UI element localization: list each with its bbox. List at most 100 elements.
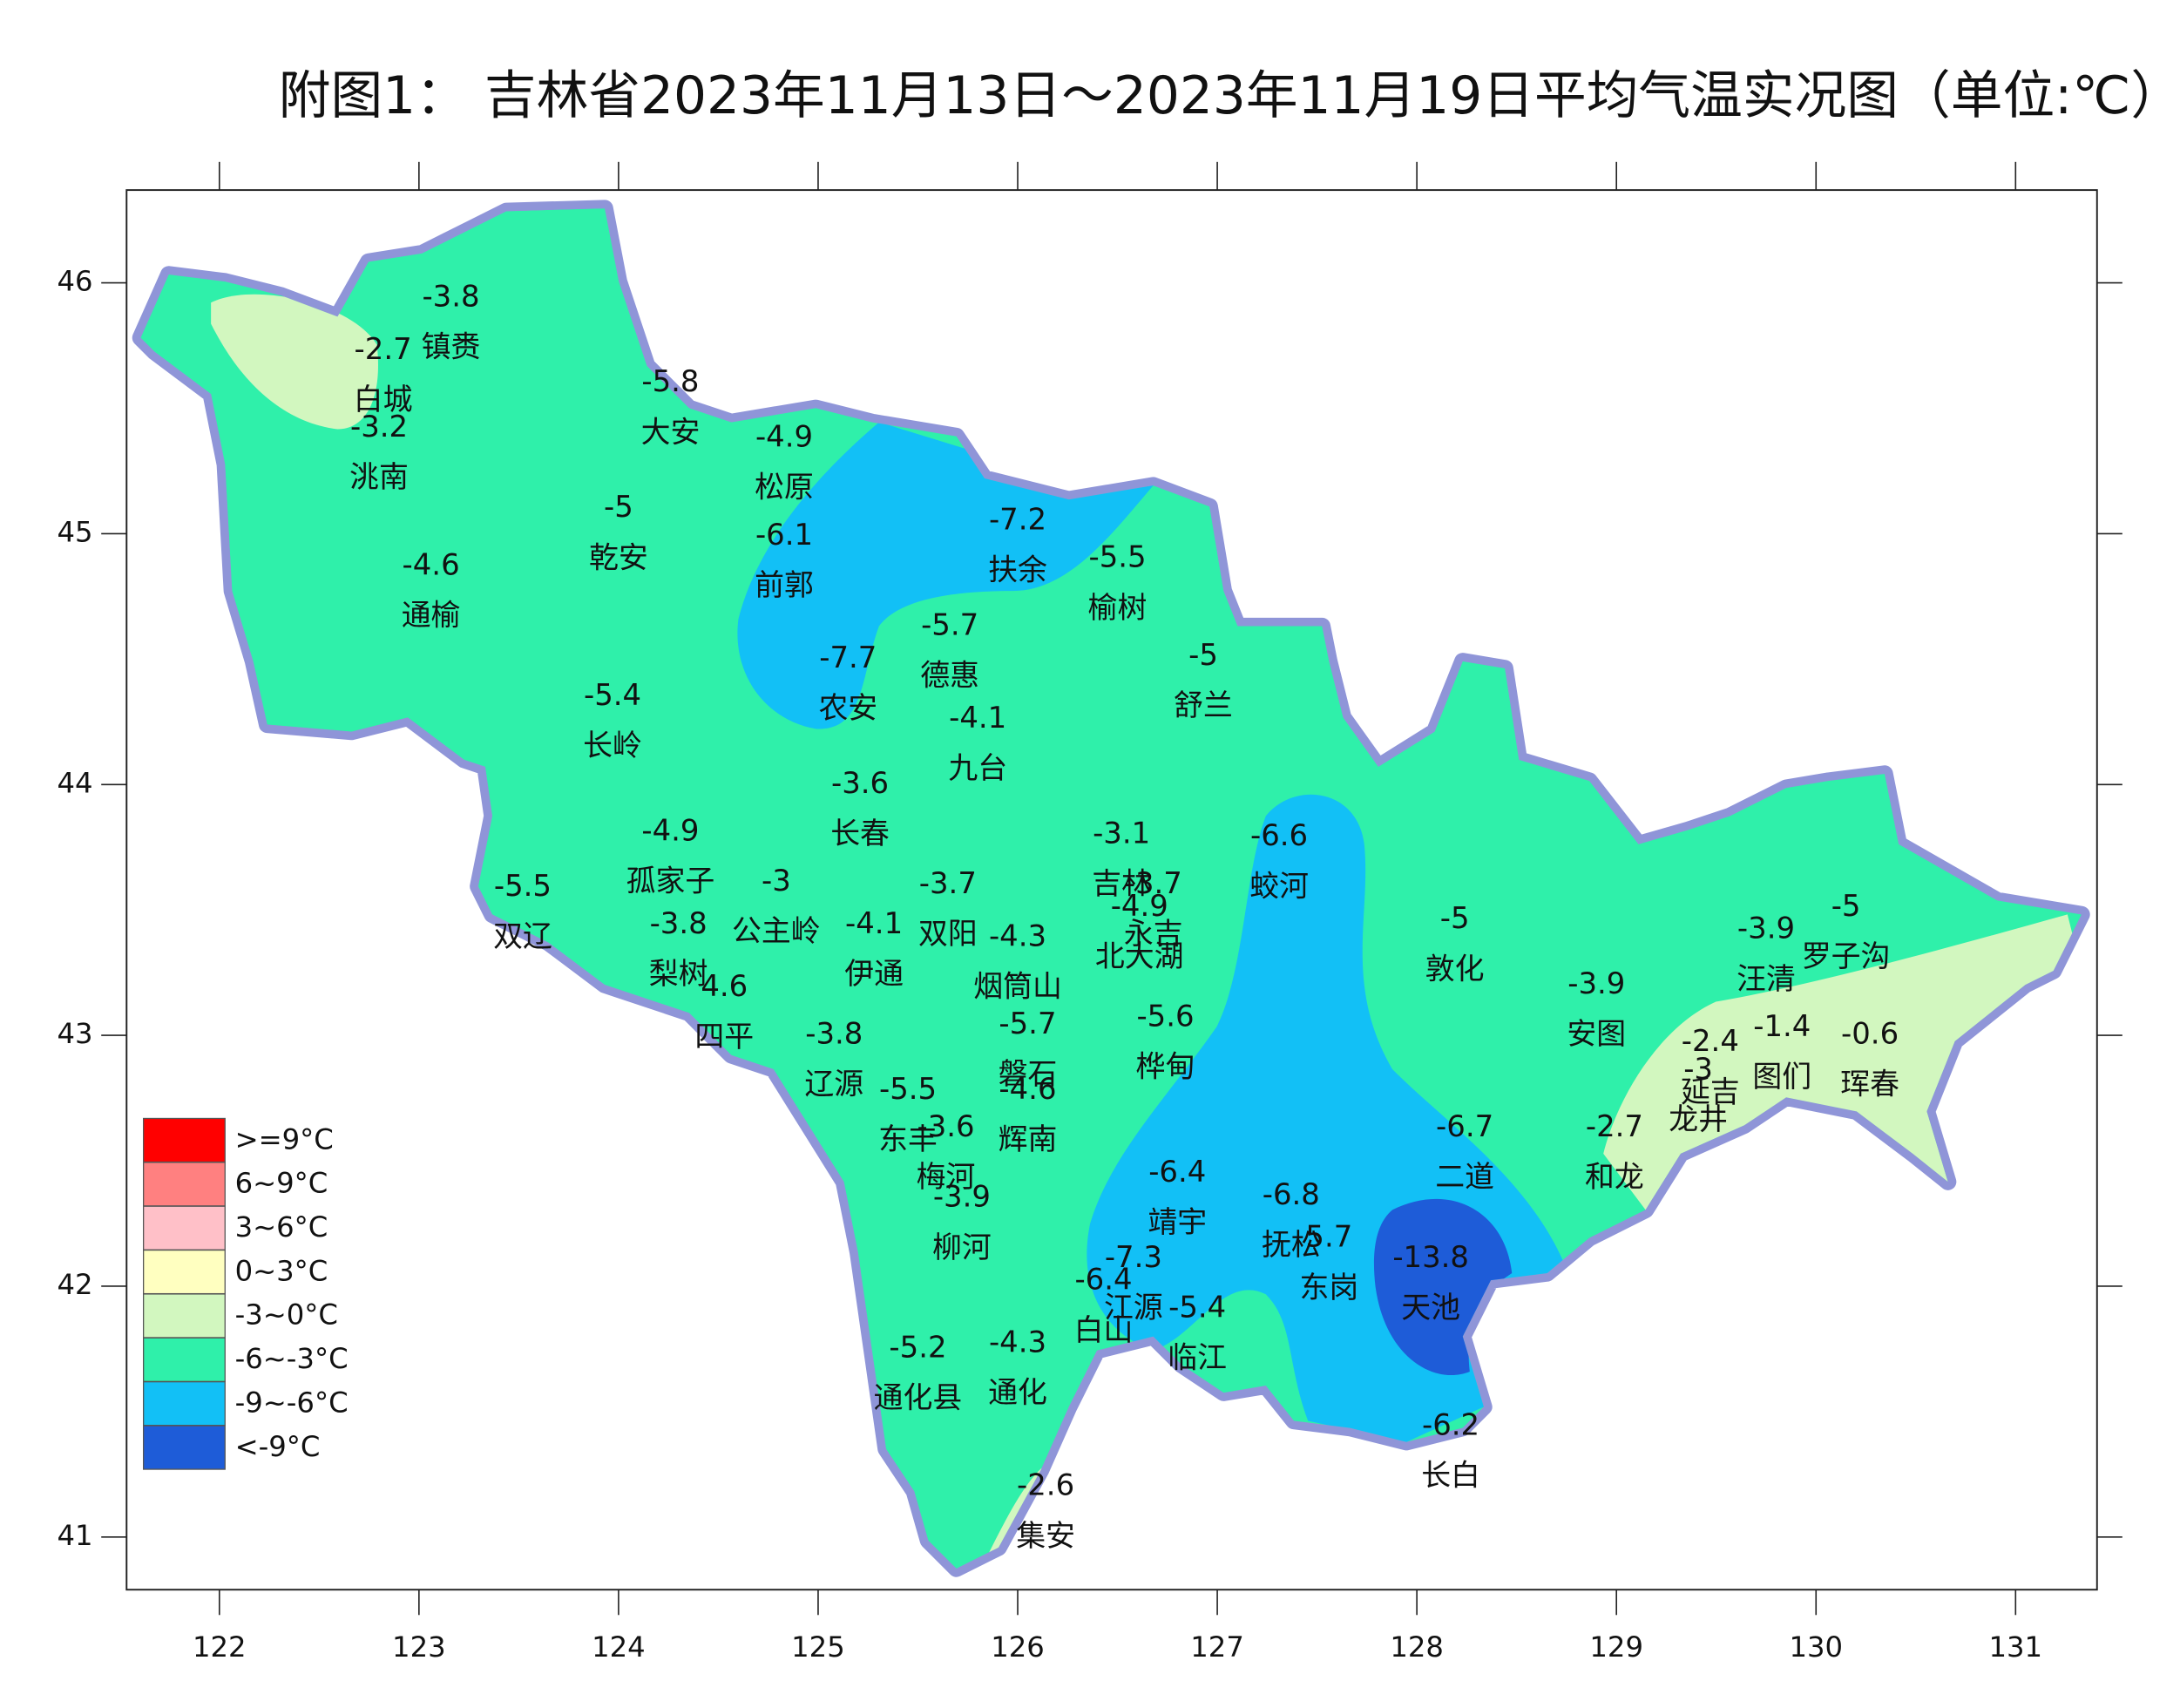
station-name: 洮南 bbox=[349, 460, 409, 494]
station-value: -5 bbox=[1831, 889, 1861, 923]
axis-ticks: 122 123 124 125 126 127 128 129 130 131 41 42 43 44 45… bbox=[57, 161, 2122, 1664]
station-name: 德惠 bbox=[920, 659, 979, 693]
x-tick-label: 125 bbox=[791, 1630, 845, 1664]
station-value: -4.6 bbox=[403, 547, 460, 581]
station-name: 罗子沟 bbox=[1802, 939, 1891, 973]
station-value: -5.4 bbox=[584, 678, 641, 712]
station-name: 四平 bbox=[694, 1020, 754, 1054]
zone-fill bbox=[1603, 914, 2082, 1210]
station-name: 梨树 bbox=[649, 957, 708, 991]
station-name: 通化 bbox=[988, 1376, 1047, 1410]
y-tick-label: 43 bbox=[57, 1017, 92, 1050]
station-name: 白山 bbox=[1074, 1313, 1134, 1347]
station-value: -3.8 bbox=[805, 1017, 863, 1051]
station-name: 集安 bbox=[1016, 1519, 1075, 1553]
legend-swatch bbox=[143, 1162, 226, 1207]
station-name: 梅河 bbox=[917, 1160, 976, 1194]
station-name: 双阳 bbox=[918, 917, 978, 951]
station-value: -2.7 bbox=[355, 332, 412, 366]
station-value: -3.9 bbox=[1737, 912, 1795, 946]
station-name: 长岭 bbox=[583, 729, 642, 762]
station-value: -5 bbox=[1188, 638, 1218, 672]
station-name: 龙井 bbox=[1669, 1102, 1728, 1136]
station-value: -4.1 bbox=[845, 906, 903, 940]
station-value: -3.7 bbox=[1125, 866, 1182, 900]
x-tick-label: 129 bbox=[1589, 1630, 1643, 1664]
legend-swatch bbox=[143, 1380, 226, 1427]
legend-swatch bbox=[143, 1249, 226, 1295]
temperature-zones bbox=[140, 208, 2082, 1569]
station-name: 通化县 bbox=[874, 1381, 963, 1415]
station-value: -3.9 bbox=[1567, 966, 1625, 1000]
station-name: 磐石 bbox=[999, 1057, 1058, 1091]
station-value: -3.9 bbox=[933, 1180, 991, 1214]
station-value: -7.7 bbox=[819, 640, 877, 674]
station-value: -5.2 bbox=[889, 1330, 946, 1364]
station-value: -4.3 bbox=[989, 1325, 1046, 1359]
station-value: -5.6 bbox=[1136, 999, 1194, 1033]
station-name: 大安 bbox=[641, 415, 701, 449]
station-value: -6.4 bbox=[1148, 1155, 1206, 1189]
map-frame bbox=[125, 189, 2098, 1591]
map-title: 附图1： 吉林省2023年11月13日～2023年11月19日平均气温实况图（单… bbox=[279, 66, 2180, 126]
station-name: 乾安 bbox=[589, 540, 648, 574]
zone-fill bbox=[211, 294, 378, 430]
station-name: 吉林 bbox=[1092, 866, 1151, 900]
station-name: 二道 bbox=[1435, 1160, 1494, 1194]
legend-label: >=9°C bbox=[235, 1122, 334, 1156]
station-value: -5.5 bbox=[879, 1072, 937, 1106]
station-name: 前郭 bbox=[755, 568, 814, 602]
legend-label: <-9°C bbox=[235, 1430, 321, 1463]
legend-label: 6~9°C bbox=[235, 1167, 328, 1200]
legend-label: -6~-3°C bbox=[235, 1342, 349, 1375]
station-name: 镇赉 bbox=[422, 329, 481, 363]
station-name: 敦化 bbox=[1425, 952, 1485, 986]
station-value: -2.6 bbox=[1017, 1468, 1074, 1502]
station-name: 延吉 bbox=[1681, 1074, 1740, 1108]
station-value: -7.2 bbox=[989, 503, 1046, 537]
x-tick-label: 128 bbox=[1390, 1630, 1444, 1664]
station-name: 永吉 bbox=[1124, 917, 1183, 951]
x-tick-label: 126 bbox=[991, 1630, 1045, 1664]
station-value: -4.9 bbox=[755, 420, 813, 454]
station-value: -1.4 bbox=[1753, 1009, 1811, 1043]
station-value: -5 bbox=[604, 490, 633, 524]
x-tick-label: 130 bbox=[1789, 1630, 1843, 1664]
station-value: -3.7 bbox=[919, 866, 977, 900]
station-value: 4.6 bbox=[701, 969, 748, 1003]
station-name: 江源 bbox=[1104, 1291, 1163, 1325]
stations: -3.8 镇赉 -2.7 白城-3.2 洮南 -5.8 大安 -4.9 松原 -5 乾安 -6.1 前郭… bbox=[349, 279, 1899, 1552]
station-value: -6.7 bbox=[1436, 1109, 1493, 1143]
station-name: 榆树 bbox=[1088, 591, 1148, 625]
station-value: -3.2 bbox=[350, 410, 408, 444]
legend-swatch bbox=[143, 1337, 226, 1382]
station-value: -3.6 bbox=[831, 766, 889, 800]
station-value: -6.6 bbox=[1250, 818, 1308, 852]
station-value: -5.5 bbox=[494, 869, 552, 903]
station-name: 临江 bbox=[1168, 1340, 1227, 1374]
station-value: -5.7 bbox=[999, 1006, 1056, 1040]
station-value: -4.1 bbox=[949, 701, 1006, 735]
station-name: 和龙 bbox=[1585, 1160, 1644, 1194]
y-tick-label: 45 bbox=[57, 515, 92, 548]
legend-label: 3~6°C bbox=[235, 1210, 328, 1244]
zone-fills bbox=[140, 208, 2082, 1569]
legend-swatch bbox=[143, 1425, 226, 1470]
y-tick-label: 46 bbox=[57, 265, 92, 298]
y-tick-label: 41 bbox=[57, 1519, 92, 1552]
station-name: 白城 bbox=[354, 383, 413, 417]
station-name: 安图 bbox=[1567, 1017, 1626, 1051]
station-value: -2.7 bbox=[1586, 1109, 1643, 1143]
station-name: 长白 bbox=[1421, 1459, 1480, 1493]
station-value: -4.3 bbox=[989, 918, 1046, 952]
station-value: -3 bbox=[1683, 1052, 1713, 1086]
station-value: -7.3 bbox=[1105, 1240, 1162, 1274]
station-name: 汪清 bbox=[1737, 962, 1796, 996]
station-name: 东岗 bbox=[1299, 1271, 1358, 1305]
x-tick-label: 122 bbox=[193, 1630, 247, 1664]
y-tick-label: 44 bbox=[57, 766, 92, 799]
station-value: -5.5 bbox=[1088, 540, 1146, 574]
station-name: 松原 bbox=[755, 471, 814, 505]
